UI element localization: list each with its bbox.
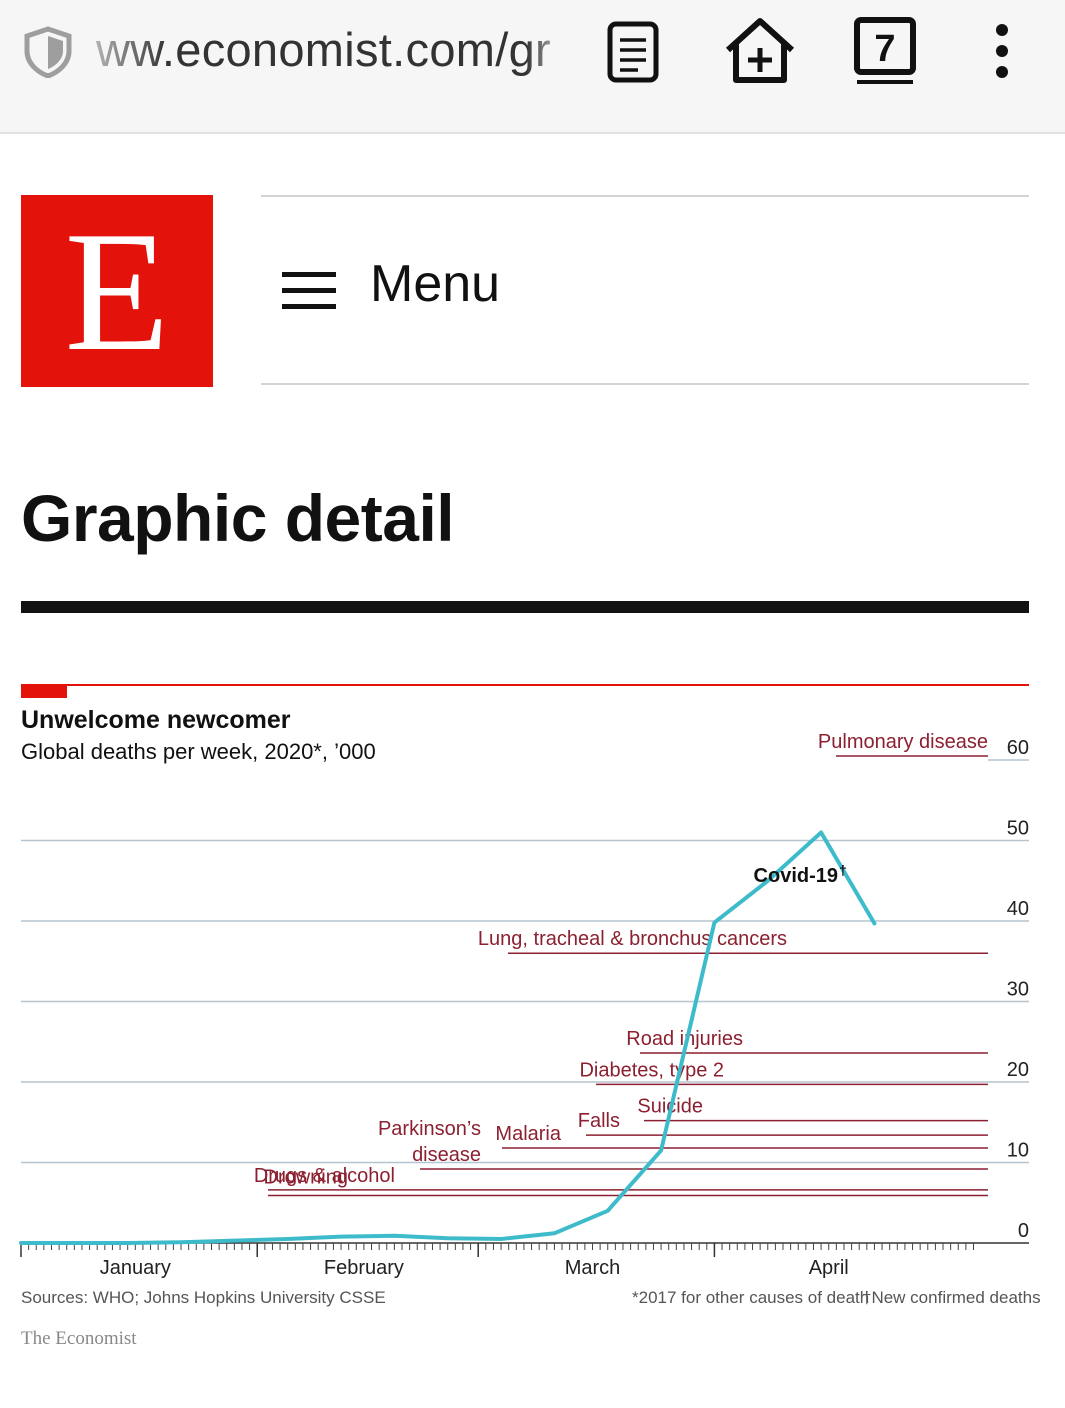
- header-divider-top: [261, 195, 1029, 197]
- chart-red-tab: [21, 684, 67, 698]
- cause-label: Falls: [578, 1110, 620, 1132]
- add-to-home-icon[interactable]: [722, 16, 798, 86]
- x-month-label: February: [324, 1257, 404, 1279]
- y-tick-label: 0: [1018, 1220, 1029, 1242]
- series-label: Covid-19: [754, 865, 838, 887]
- cause-label: Diabetes, type 2: [579, 1059, 724, 1081]
- chart-note-dagger: †New confirmed deaths: [862, 1288, 1041, 1307]
- x-month-label: January: [100, 1257, 171, 1279]
- chart-subtitle: Global deaths per week, 2020*, ’000: [21, 739, 376, 764]
- section-rule: [21, 601, 1029, 613]
- y-tick-label: 20: [1007, 1059, 1029, 1081]
- url-field[interactable]: ww.economist.com/gr: [96, 23, 551, 76]
- chart-canvas: 0 10 20 30 40 50 60 Pulmonary disease Lung, trac…: [19, 731, 1029, 1279]
- browser-toolbar: ww.economist.com/gr 7: [0, 0, 1065, 134]
- cause-label: disease: [412, 1144, 481, 1166]
- cause-label: Lung, tracheal & bronchus cancers: [478, 928, 787, 950]
- header-divider-bottom: [261, 383, 1029, 385]
- hamburger-menu-icon[interactable]: [282, 272, 336, 310]
- y-tick-label: 10: [1007, 1140, 1029, 1162]
- economist-wordmark: The Economist: [21, 1328, 137, 1349]
- y-tick-label: 40: [1007, 898, 1029, 920]
- x-month-label: April: [809, 1257, 849, 1279]
- economist-logo[interactable]: E: [21, 195, 213, 387]
- x-month-label: March: [565, 1257, 621, 1279]
- covid-series-line: [19, 830, 877, 1245]
- y-tick-label: 50: [1007, 818, 1029, 840]
- chart-sources: Sources: WHO; Johns Hopkins University C…: [21, 1288, 386, 1307]
- chart-top-rule: [21, 684, 1029, 686]
- cause-label: Road injuries: [626, 1028, 743, 1050]
- page-title: Graphic detail: [21, 481, 455, 555]
- chart-note-star: *2017 for other causes of death: [632, 1288, 870, 1307]
- cause-label: Drowning: [264, 1167, 348, 1189]
- menu-button[interactable]: Menu: [370, 255, 501, 313]
- y-tick-label: 30: [1007, 979, 1029, 1001]
- reader-mode-icon[interactable]: [606, 20, 660, 84]
- shield-icon[interactable]: [22, 26, 74, 78]
- cause-label: Drugs & alcohol: [254, 1165, 395, 1187]
- cause-label: Parkinson’s: [378, 1118, 481, 1140]
- cause-label: Malaria: [495, 1123, 561, 1145]
- overflow-menu-icon[interactable]: [986, 22, 1018, 82]
- chart-title: Unwelcome newcomer: [21, 706, 291, 734]
- y-tick-label: 60: [1007, 737, 1029, 759]
- series-label-dagger: †: [839, 862, 847, 878]
- cause-label: Pulmonary disease: [818, 731, 988, 753]
- tabs-icon[interactable]: 7: [852, 16, 918, 86]
- tab-count: 7: [874, 28, 895, 70]
